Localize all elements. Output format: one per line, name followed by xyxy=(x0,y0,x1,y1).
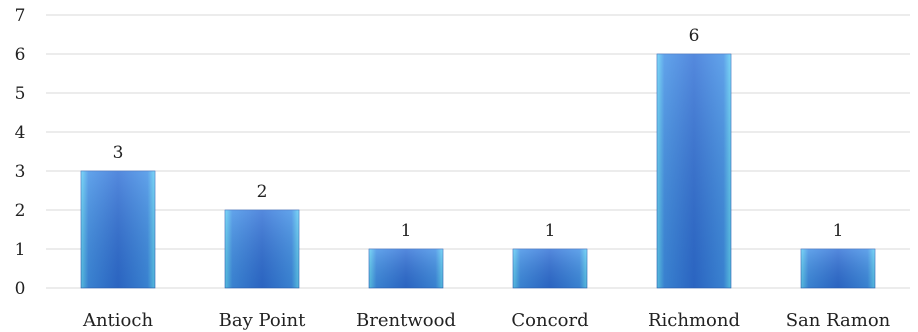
data-labels: 321 161 xyxy=(113,26,844,241)
bar-shading xyxy=(225,210,299,288)
bar-shading xyxy=(801,249,875,288)
y-tick-label: 0 xyxy=(15,279,26,299)
bar-shading xyxy=(81,171,155,288)
bar-concord xyxy=(512,248,588,289)
data-label: 6 xyxy=(689,26,700,46)
bars xyxy=(80,53,876,289)
y-tick-label: 3 xyxy=(15,162,26,182)
bar-shading xyxy=(513,249,587,288)
bar-san-ramon xyxy=(800,248,876,289)
x-tick-label: Richmond xyxy=(648,310,740,331)
bar-shading xyxy=(657,54,731,288)
x-tick-label: Antioch xyxy=(82,310,154,331)
x-tick-label: Concord xyxy=(511,310,588,331)
bar-bay-point xyxy=(224,209,300,289)
x-axis-category-labels: Antioch Bay Point Brentwood Concord Richmond… xyxy=(82,310,891,331)
x-tick-label: Brentwood xyxy=(356,310,456,331)
bar-brentwood xyxy=(368,248,444,289)
x-tick-label: Bay Point xyxy=(219,310,306,331)
y-tick-label: 4 xyxy=(15,123,26,143)
data-label: 1 xyxy=(833,221,844,241)
x-tick-label: San Ramon xyxy=(786,310,891,331)
gridlines xyxy=(46,14,910,289)
bar-antioch xyxy=(80,170,156,289)
y-axis-tick-labels: 0 1 2 3 4 5 6 7 xyxy=(15,6,26,299)
y-tick-label: 6 xyxy=(15,45,26,65)
data-label: 2 xyxy=(257,182,268,202)
y-tick-label: 5 xyxy=(15,84,26,104)
data-label: 1 xyxy=(545,221,556,241)
y-tick-label: 7 xyxy=(15,6,26,26)
data-label: 1 xyxy=(401,221,412,241)
y-tick-label: 1 xyxy=(15,240,26,260)
bar-richmond xyxy=(656,53,732,289)
y-tick-label: 2 xyxy=(15,201,26,221)
data-label: 3 xyxy=(113,143,124,163)
bar-shading xyxy=(369,249,443,288)
